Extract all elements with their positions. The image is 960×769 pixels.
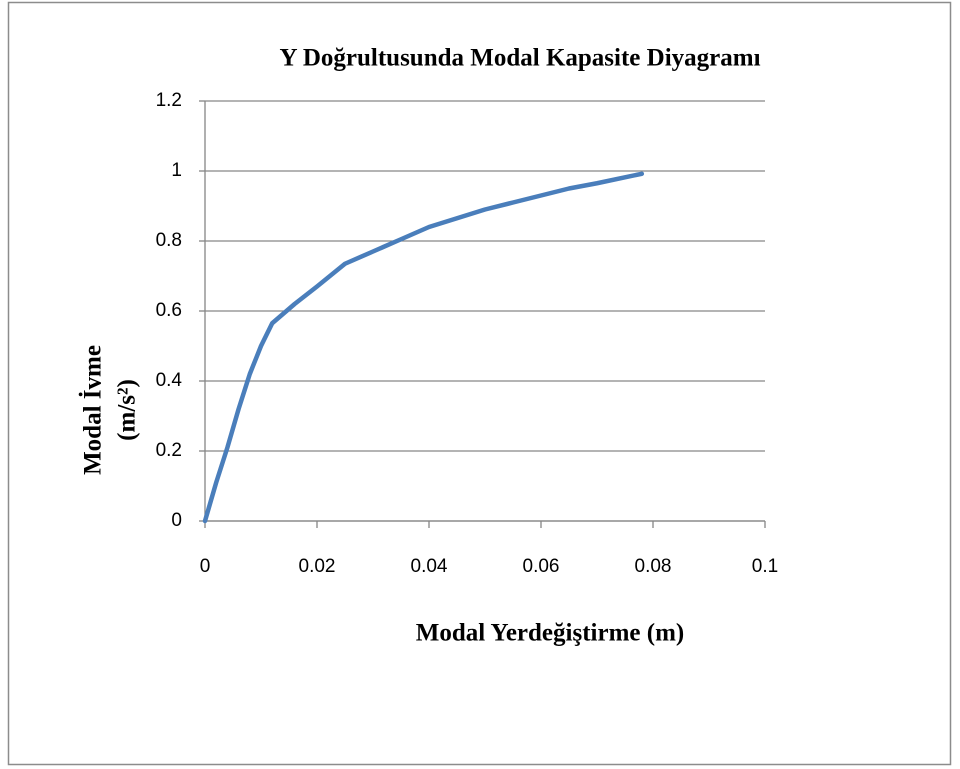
x-tick-label: 0.04 xyxy=(411,556,448,577)
y-axis-title-line: Modal İvme xyxy=(79,345,107,475)
y-tick-label: 1 xyxy=(171,160,182,181)
y-axis-title: Modal İvme (m/s²) xyxy=(79,345,141,475)
y-axis-title-line: (m/s²) xyxy=(114,379,141,441)
y-tick-label: 0.4 xyxy=(156,370,183,391)
x-tick-label: 0.06 xyxy=(523,556,560,577)
y-tick-label: 1.2 xyxy=(156,90,182,111)
y-tick-label: 0.6 xyxy=(156,300,182,321)
x-tick-label: 0 xyxy=(200,556,211,577)
y-tick-label: 0.2 xyxy=(156,440,182,461)
x-tick-label: 0.02 xyxy=(299,556,336,577)
x-axis-title: Modal Yerdeğiştirme (m) xyxy=(416,620,684,647)
chart-title: Y Doğrultusunda Modal Kapasite Diyagramı xyxy=(279,45,760,72)
x-tick-label: 0.1 xyxy=(752,556,778,577)
chart-frame xyxy=(7,1,952,766)
y-tick-label: 0 xyxy=(171,510,182,531)
data-line xyxy=(202,171,645,524)
y-tick-label: 0.8 xyxy=(156,230,182,251)
x-tick-label: 0.08 xyxy=(635,556,672,577)
